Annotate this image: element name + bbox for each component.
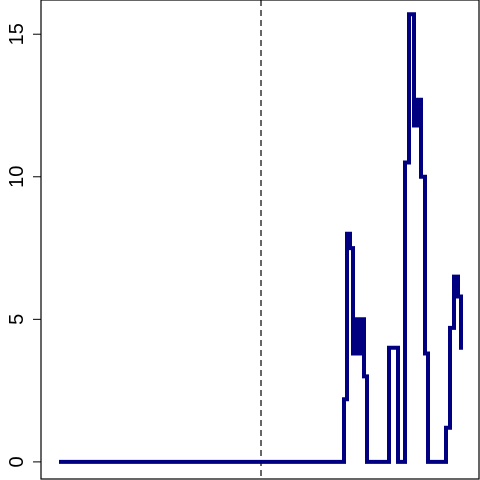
series-line [59,12,463,464]
series-group [59,12,463,464]
y-tick-label: 15 [6,23,28,45]
y-tick-label: 5 [6,314,28,325]
y-tick-label: 0 [6,456,28,467]
y-axis: 0 5 10 15 [6,23,41,467]
y-tick-label: 10 [6,166,28,188]
plot-frame [40,0,480,480]
